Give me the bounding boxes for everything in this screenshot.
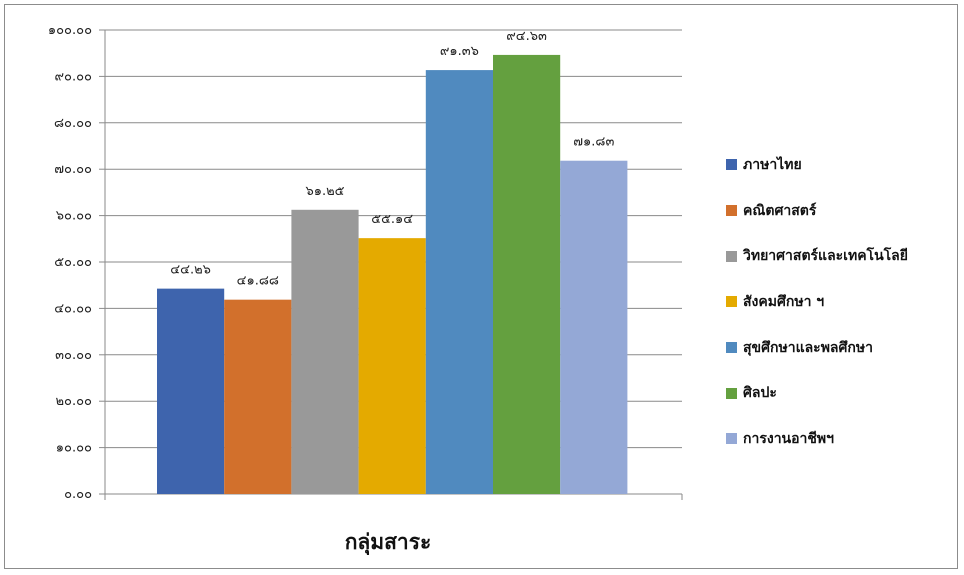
bar (560, 160, 628, 494)
legend-swatch (726, 433, 737, 445)
y-tick-label: ๗๐.๐๐ (54, 162, 92, 177)
y-tick-label: ๘๐.๐๐ (54, 116, 92, 131)
legend-label: วิทยาศาสตร์และเทคโนโลยี (743, 248, 908, 265)
bar (291, 209, 359, 495)
legend-item: ภาษาไทย (726, 142, 956, 188)
legend-label: การงานอาชีพฯ (743, 430, 834, 447)
y-tick-label: ๐.๐๐ (64, 487, 92, 502)
legend-swatch (726, 205, 737, 217)
y-tick-label: ๕๐.๐๐ (54, 255, 92, 270)
legend-item: การงานอาชีพฯ (726, 416, 956, 462)
legend: ภาษาไทยคณิตศาสตร์วิทยาศาสตร์และเทคโนโลยี… (726, 142, 956, 462)
y-tick-label: ๑๐.๐๐ (56, 441, 92, 456)
legend-label: คณิตศาสตร์ (743, 202, 817, 219)
data-label: ๙๔.๖๓ (506, 29, 547, 44)
legend-item: วิทยาศาสตร์และเทคโนโลยี (726, 233, 956, 279)
bars (157, 54, 628, 495)
legend-swatch (726, 296, 737, 308)
bar (157, 288, 225, 494)
legend-swatch (726, 159, 737, 171)
bar (224, 299, 292, 494)
y-tick-label: ๓๐.๐๐ (55, 348, 92, 363)
legend-label: สุขศึกษาและพลศึกษา (743, 339, 873, 356)
data-label: ๙๑.๓๖ (440, 44, 479, 59)
bar (358, 238, 426, 494)
y-tick-label: ๑๐๐.๐๐ (48, 23, 92, 38)
legend-label: ศิลปะ (743, 385, 777, 402)
data-label: ๔๑.๘๘ (237, 274, 279, 289)
y-tick-label: ๙๐.๐๐ (55, 69, 93, 84)
bar (493, 54, 561, 494)
legend-swatch (726, 387, 737, 399)
data-label: ๗๑.๘๓ (573, 135, 614, 150)
data-label: ๔๔.๒๖ (170, 263, 211, 278)
legend-label: ภาษาไทย (743, 156, 802, 173)
legend-item: สุขศึกษาและพลศึกษา (726, 325, 956, 371)
data-label: ๖๑.๒๕ (305, 184, 344, 199)
y-tick-label: ๔๐.๐๐ (54, 301, 92, 316)
bar (425, 70, 493, 494)
legend-item: คณิตศาสตร์ (726, 188, 956, 234)
data-label: ๕๕.๑๔ (371, 212, 413, 227)
legend-swatch (726, 342, 737, 354)
legend-item: สังคมศึกษา ฯ (726, 279, 956, 325)
x-axis-title: กลุ่มสาระ (345, 530, 432, 556)
legend-swatch (726, 250, 737, 262)
legend-item: ศิลปะ (726, 370, 956, 416)
y-tick-label: ๖๐.๐๐ (56, 209, 92, 224)
legend-label: สังคมศึกษา ฯ (743, 293, 825, 310)
y-tick-label: ๒๐.๐๐ (55, 394, 92, 409)
